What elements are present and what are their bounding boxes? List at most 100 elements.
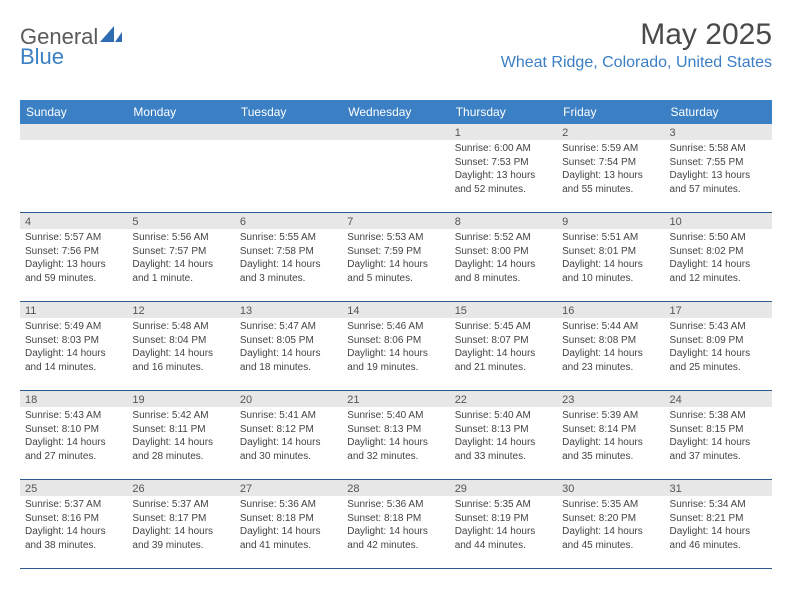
day-body: Sunrise: 5:46 AMSunset: 8:06 PMDaylight:… [342,318,449,378]
sunrise-text: Sunrise: 5:58 AM [670,142,767,156]
day-cell: 19Sunrise: 5:42 AMSunset: 8:11 PMDayligh… [127,391,234,479]
day-cell: 2Sunrise: 5:59 AMSunset: 7:54 PMDaylight… [557,124,664,212]
sail-icon [100,24,122,50]
sunrise-text: Sunrise: 5:48 AM [132,320,229,334]
sunrise-text: Sunrise: 5:36 AM [347,498,444,512]
day-cell: 25Sunrise: 5:37 AMSunset: 8:16 PMDayligh… [20,480,127,568]
logo-word2: Blue [20,44,64,70]
day-number: 12 [127,302,234,318]
day-cell [342,124,449,212]
day-cell: 9Sunrise: 5:51 AMSunset: 8:01 PMDaylight… [557,213,664,301]
week-row: 1Sunrise: 6:00 AMSunset: 7:53 PMDaylight… [20,124,772,213]
sunrise-text: Sunrise: 5:45 AM [455,320,552,334]
daylight-text: Daylight: 14 hours and 3 minutes. [240,258,337,285]
daylight-text: Daylight: 13 hours and 59 minutes. [25,258,122,285]
day-cell: 13Sunrise: 5:47 AMSunset: 8:05 PMDayligh… [235,302,342,390]
sunset-text: Sunset: 8:04 PM [132,334,229,348]
sunset-text: Sunset: 8:18 PM [347,512,444,526]
day-body [127,140,234,146]
calendar-table: SundayMondayTuesdayWednesdayThursdayFrid… [20,100,772,569]
day-number: 24 [665,391,772,407]
day-body: Sunrise: 5:37 AMSunset: 8:17 PMDaylight:… [127,496,234,556]
sunset-text: Sunset: 8:12 PM [240,423,337,437]
day-number: 23 [557,391,664,407]
daylight-text: Daylight: 14 hours and 12 minutes. [670,258,767,285]
daylight-text: Daylight: 14 hours and 46 minutes. [670,525,767,552]
day-cell: 14Sunrise: 5:46 AMSunset: 8:06 PMDayligh… [342,302,449,390]
sunset-text: Sunset: 8:13 PM [455,423,552,437]
weekday-header: Saturday [665,100,772,124]
sunset-text: Sunset: 8:05 PM [240,334,337,348]
day-cell: 11Sunrise: 5:49 AMSunset: 8:03 PMDayligh… [20,302,127,390]
weekday-header: Thursday [450,100,557,124]
day-cell [20,124,127,212]
day-cell: 5Sunrise: 5:56 AMSunset: 7:57 PMDaylight… [127,213,234,301]
sunrise-text: Sunrise: 5:34 AM [670,498,767,512]
day-body [20,140,127,146]
day-cell: 1Sunrise: 6:00 AMSunset: 7:53 PMDaylight… [450,124,557,212]
sunset-text: Sunset: 8:16 PM [25,512,122,526]
day-cell: 15Sunrise: 5:45 AMSunset: 8:07 PMDayligh… [450,302,557,390]
sunset-text: Sunset: 7:55 PM [670,156,767,170]
day-body: Sunrise: 5:36 AMSunset: 8:18 PMDaylight:… [342,496,449,556]
weekday-header-row: SundayMondayTuesdayWednesdayThursdayFrid… [20,100,772,124]
weeks-container: 1Sunrise: 6:00 AMSunset: 7:53 PMDaylight… [20,124,772,569]
daylight-text: Daylight: 14 hours and 37 minutes. [670,436,767,463]
day-cell: 26Sunrise: 5:37 AMSunset: 8:17 PMDayligh… [127,480,234,568]
day-number: 10 [665,213,772,229]
daylight-text: Daylight: 14 hours and 5 minutes. [347,258,444,285]
day-body: Sunrise: 5:44 AMSunset: 8:08 PMDaylight:… [557,318,664,378]
week-row: 25Sunrise: 5:37 AMSunset: 8:16 PMDayligh… [20,480,772,569]
sunrise-text: Sunrise: 5:55 AM [240,231,337,245]
sunrise-text: Sunrise: 5:36 AM [240,498,337,512]
daylight-text: Daylight: 14 hours and 21 minutes. [455,347,552,374]
sunset-text: Sunset: 8:20 PM [562,512,659,526]
day-cell: 7Sunrise: 5:53 AMSunset: 7:59 PMDaylight… [342,213,449,301]
day-body: Sunrise: 5:39 AMSunset: 8:14 PMDaylight:… [557,407,664,467]
day-number: 11 [20,302,127,318]
daylight-text: Daylight: 14 hours and 16 minutes. [132,347,229,374]
sunset-text: Sunset: 8:17 PM [132,512,229,526]
daylight-text: Daylight: 14 hours and 35 minutes. [562,436,659,463]
sunrise-text: Sunrise: 5:44 AM [562,320,659,334]
day-cell: 29Sunrise: 5:35 AMSunset: 8:19 PMDayligh… [450,480,557,568]
sunset-text: Sunset: 8:06 PM [347,334,444,348]
day-number [235,124,342,140]
month-title: May 2025 [501,18,772,52]
day-cell: 18Sunrise: 5:43 AMSunset: 8:10 PMDayligh… [20,391,127,479]
day-body: Sunrise: 5:37 AMSunset: 8:16 PMDaylight:… [20,496,127,556]
day-number: 30 [557,480,664,496]
day-body: Sunrise: 5:50 AMSunset: 8:02 PMDaylight:… [665,229,772,289]
sunrise-text: Sunrise: 5:38 AM [670,409,767,423]
sunrise-text: Sunrise: 5:40 AM [347,409,444,423]
day-body: Sunrise: 5:45 AMSunset: 8:07 PMDaylight:… [450,318,557,378]
sunset-text: Sunset: 7:57 PM [132,245,229,259]
sunset-text: Sunset: 7:53 PM [455,156,552,170]
daylight-text: Daylight: 14 hours and 41 minutes. [240,525,337,552]
weekday-header: Wednesday [342,100,449,124]
day-cell: 24Sunrise: 5:38 AMSunset: 8:15 PMDayligh… [665,391,772,479]
sunrise-text: Sunrise: 5:56 AM [132,231,229,245]
day-number [127,124,234,140]
day-cell: 6Sunrise: 5:55 AMSunset: 7:58 PMDaylight… [235,213,342,301]
daylight-text: Daylight: 14 hours and 28 minutes. [132,436,229,463]
day-number: 28 [342,480,449,496]
day-number: 31 [665,480,772,496]
day-body: Sunrise: 5:58 AMSunset: 7:55 PMDaylight:… [665,140,772,200]
sunrise-text: Sunrise: 6:00 AM [455,142,552,156]
day-number: 4 [20,213,127,229]
day-body: Sunrise: 5:43 AMSunset: 8:10 PMDaylight:… [20,407,127,467]
day-number: 26 [127,480,234,496]
sunrise-text: Sunrise: 5:40 AM [455,409,552,423]
day-number: 3 [665,124,772,140]
day-number: 27 [235,480,342,496]
day-body: Sunrise: 5:35 AMSunset: 8:19 PMDaylight:… [450,496,557,556]
day-body: Sunrise: 5:43 AMSunset: 8:09 PMDaylight:… [665,318,772,378]
calendar-page: General May 2025 Wheat Ridge, Colorado, … [0,0,792,612]
daylight-text: Daylight: 14 hours and 23 minutes. [562,347,659,374]
day-cell: 17Sunrise: 5:43 AMSunset: 8:09 PMDayligh… [665,302,772,390]
day-number: 21 [342,391,449,407]
day-body: Sunrise: 5:51 AMSunset: 8:01 PMDaylight:… [557,229,664,289]
day-cell: 30Sunrise: 5:35 AMSunset: 8:20 PMDayligh… [557,480,664,568]
sunrise-text: Sunrise: 5:50 AM [670,231,767,245]
